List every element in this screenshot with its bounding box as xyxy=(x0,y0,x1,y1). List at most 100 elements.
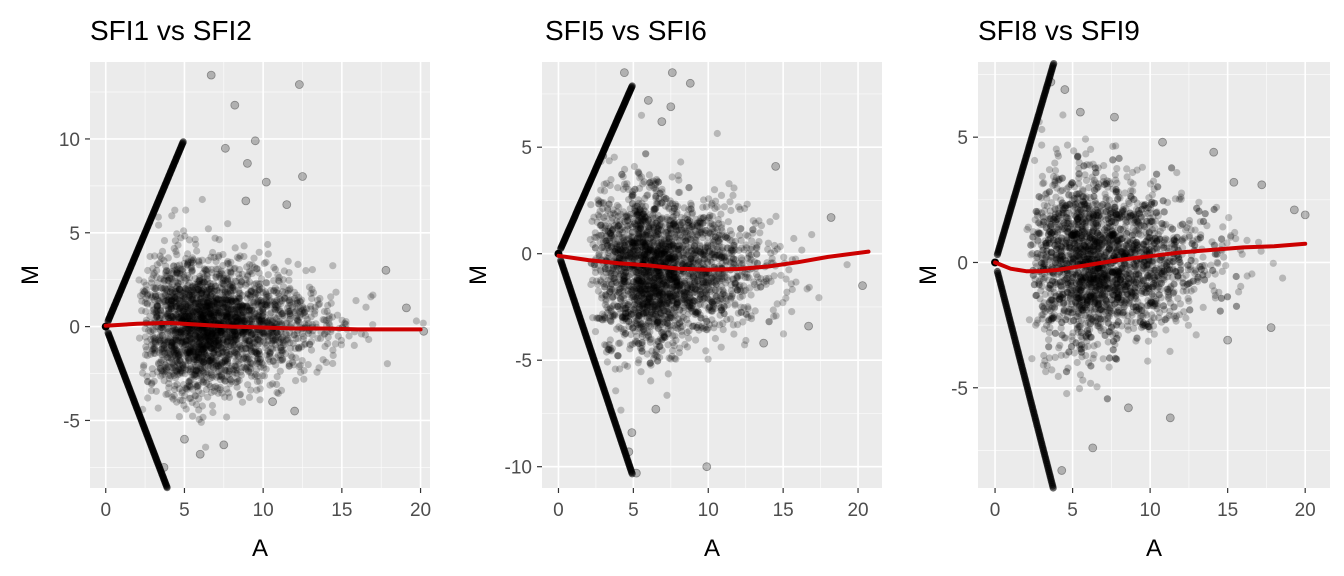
data-point xyxy=(171,382,179,390)
data-point xyxy=(185,293,193,301)
data-point xyxy=(261,288,269,296)
data-point xyxy=(231,244,239,252)
data-point xyxy=(204,256,212,265)
panel-title: SFI5 vs SFI6 xyxy=(545,15,707,46)
data-point xyxy=(296,304,305,312)
data-point xyxy=(273,380,281,388)
data-point xyxy=(236,391,244,399)
data-point xyxy=(264,240,272,249)
data-point xyxy=(204,334,212,343)
data-point xyxy=(178,340,186,348)
data-point xyxy=(286,284,294,292)
data-point xyxy=(193,316,201,324)
data-point xyxy=(227,289,235,297)
data-point xyxy=(212,273,220,281)
data-point xyxy=(198,390,206,398)
data-point xyxy=(225,393,234,401)
data-point xyxy=(182,284,190,293)
data-point xyxy=(220,326,228,334)
data-point xyxy=(254,335,262,344)
data-point xyxy=(773,300,781,308)
data-point xyxy=(141,333,149,341)
data-point xyxy=(158,370,166,378)
data-point xyxy=(341,319,349,327)
data-point xyxy=(843,261,851,269)
data-point xyxy=(235,270,243,278)
data-point xyxy=(277,386,286,394)
data-point xyxy=(221,358,229,366)
data-point xyxy=(419,319,427,327)
data-point xyxy=(184,331,192,339)
data-point xyxy=(193,350,201,358)
data-point xyxy=(737,254,745,262)
data-point xyxy=(187,302,195,310)
data-point xyxy=(206,383,214,391)
data-point xyxy=(174,351,182,360)
data-point xyxy=(191,351,199,359)
data-point xyxy=(160,284,169,292)
data-point xyxy=(236,281,244,289)
data-point xyxy=(238,398,247,406)
data-point xyxy=(270,304,278,312)
data-point xyxy=(611,365,619,373)
data-point xyxy=(209,298,217,306)
data-point xyxy=(747,291,755,299)
data-point xyxy=(231,264,239,272)
data-point xyxy=(191,280,199,289)
data-point xyxy=(162,361,170,369)
data-point xyxy=(253,366,261,374)
data-point xyxy=(383,360,391,368)
data-point xyxy=(231,362,239,370)
data-point xyxy=(603,358,612,366)
data-point xyxy=(166,327,174,335)
data-point xyxy=(729,259,737,267)
data-point xyxy=(248,360,256,368)
data-point xyxy=(250,254,258,262)
data-point xyxy=(221,366,230,374)
data-point xyxy=(207,333,215,341)
data-point xyxy=(170,351,178,360)
data-point xyxy=(201,332,209,340)
data-point xyxy=(205,341,213,350)
data-point xyxy=(248,372,256,380)
data-point xyxy=(175,385,183,393)
data-point xyxy=(175,286,183,294)
data-point xyxy=(176,315,184,323)
data-point xyxy=(243,359,252,367)
data-point xyxy=(172,345,181,354)
data-point xyxy=(251,263,259,271)
outlier-point xyxy=(381,265,391,275)
data-point xyxy=(160,377,168,385)
data-point xyxy=(161,312,169,320)
data-point xyxy=(742,336,750,345)
data-point xyxy=(231,286,239,294)
data-point xyxy=(223,349,231,357)
data-point xyxy=(292,377,300,385)
data-point xyxy=(751,307,759,315)
data-point xyxy=(211,332,219,340)
data-point xyxy=(175,299,183,307)
data-point xyxy=(171,237,179,245)
data-point xyxy=(196,345,204,354)
data-point xyxy=(181,370,189,378)
data-point xyxy=(183,328,191,336)
data-point xyxy=(226,268,235,276)
data-point xyxy=(711,334,720,343)
data-point xyxy=(319,356,327,364)
data-point xyxy=(159,285,167,293)
data-point xyxy=(191,235,199,243)
data-point xyxy=(238,278,246,286)
data-point xyxy=(256,280,264,288)
data-point xyxy=(160,237,169,245)
data-point xyxy=(645,171,654,179)
data-point xyxy=(182,313,191,321)
data-point xyxy=(270,336,278,344)
data-point xyxy=(185,349,193,357)
data-point xyxy=(204,225,212,233)
data-point xyxy=(279,283,288,291)
data-point xyxy=(331,340,340,348)
data-point xyxy=(238,355,246,364)
data-point xyxy=(214,362,223,371)
data-point xyxy=(412,317,420,325)
